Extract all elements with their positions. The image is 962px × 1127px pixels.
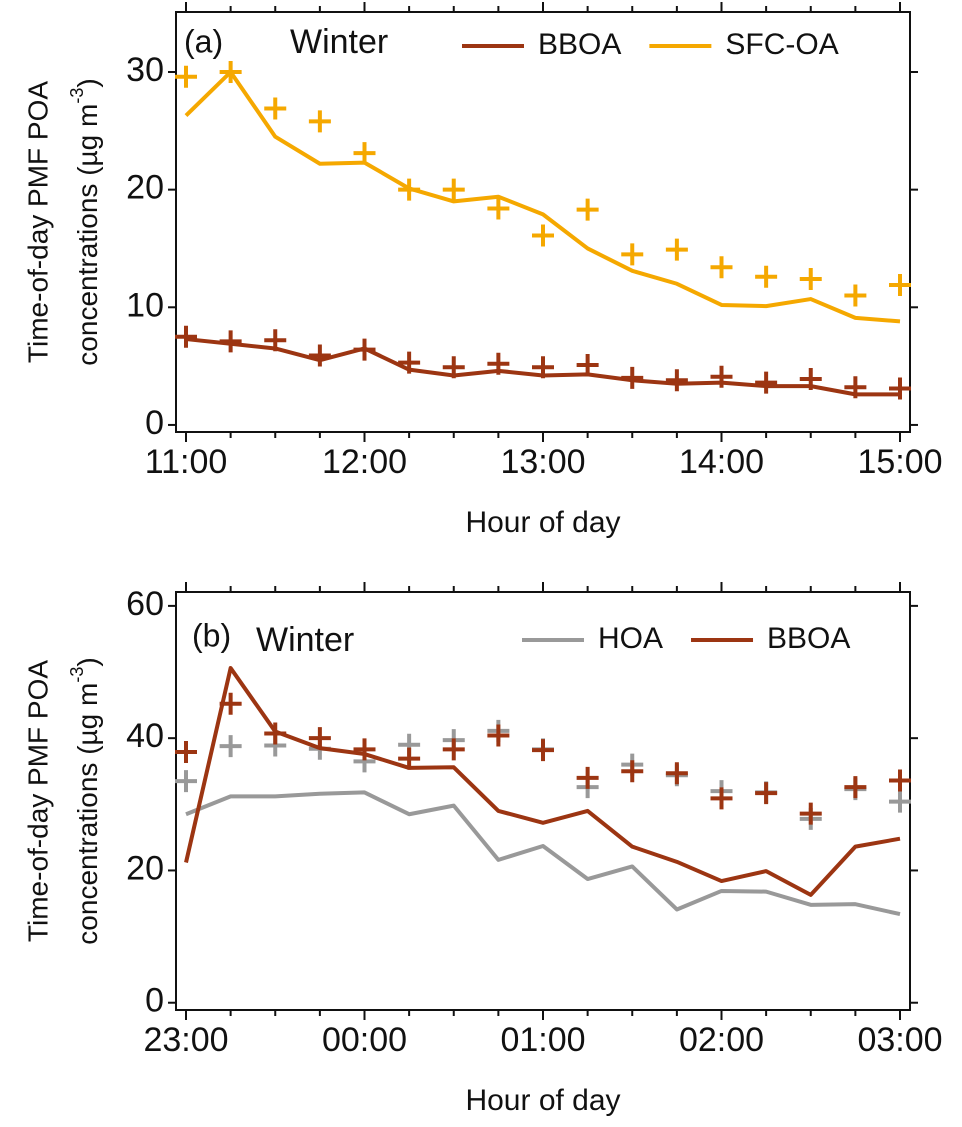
cross-marker xyxy=(710,365,733,388)
cross-marker xyxy=(844,776,867,799)
cross-marker xyxy=(621,243,644,266)
cross-marker xyxy=(442,738,465,761)
cross-marker xyxy=(353,142,376,165)
x-tick-label: 12:00 xyxy=(322,443,407,481)
series-line xyxy=(185,790,901,917)
x-tick-label: 03:00 xyxy=(857,1021,942,1059)
cross-marker xyxy=(308,344,331,367)
cross-marker xyxy=(308,727,331,750)
cross-marker xyxy=(799,802,822,825)
cross-marker xyxy=(755,371,778,394)
x-tick-label: 13:00 xyxy=(500,443,585,481)
y-axis-label: Time-of-day PMF POA xyxy=(22,660,53,942)
cross-marker xyxy=(755,782,778,805)
y-tick-label: 0 xyxy=(145,404,164,442)
x-tick-label: 02:00 xyxy=(679,1021,764,1059)
cross-marker xyxy=(175,741,197,764)
cross-marker xyxy=(175,65,197,88)
cross-marker xyxy=(219,330,242,353)
cross-marker xyxy=(889,377,911,400)
legend-label: BBOA xyxy=(767,622,850,655)
y-axis-label-end: ) xyxy=(72,78,103,87)
cross-marker xyxy=(219,735,242,758)
annotation: (b) xyxy=(192,617,231,653)
y-axis-label: concentrations (µg m-3) xyxy=(67,78,104,365)
cross-marker xyxy=(532,224,554,247)
cross-marker xyxy=(710,787,733,810)
cross-marker xyxy=(665,238,688,261)
cross-marker xyxy=(576,198,599,221)
x-axis-label: Hour of day xyxy=(465,506,620,539)
x-tick-label: 14:00 xyxy=(679,443,764,481)
cross-marker xyxy=(219,61,242,83)
y-axis-label-sup: -3 xyxy=(67,88,87,104)
cross-marker xyxy=(175,770,197,793)
cross-marker xyxy=(487,197,510,220)
cross-marker xyxy=(398,178,421,201)
cross-marker xyxy=(219,692,242,715)
x-tick-label: 01:00 xyxy=(500,1021,585,1059)
y-tick-label: 40 xyxy=(126,717,164,755)
cross-marker xyxy=(264,329,287,352)
cross-marker xyxy=(487,724,510,747)
cross-marker xyxy=(576,766,599,789)
cross-marker xyxy=(398,351,421,374)
cross-marker xyxy=(889,790,911,813)
annotation: (a) xyxy=(184,23,223,59)
cross-marker xyxy=(889,769,911,792)
x-tick-label: 00:00 xyxy=(322,1021,407,1059)
cross-marker xyxy=(353,738,376,761)
cross-marker xyxy=(665,369,688,392)
cross-marker xyxy=(308,110,331,133)
y-tick-label: 20 xyxy=(126,169,164,207)
cross-marker xyxy=(264,722,287,745)
cross-marker xyxy=(532,356,554,379)
cross-marker xyxy=(621,760,644,783)
cross-marker xyxy=(889,273,911,296)
y-tick-label: 0 xyxy=(145,982,164,1020)
annotation: Winter xyxy=(290,23,388,61)
x-axis-label: Hour of day xyxy=(465,1084,620,1117)
y-tick-label: 10 xyxy=(126,286,164,324)
x-tick-label: 11:00 xyxy=(145,443,228,481)
y-tick-label: 20 xyxy=(126,849,164,887)
cross-marker xyxy=(799,268,822,291)
y-tick-label: 30 xyxy=(126,51,164,89)
cross-marker xyxy=(532,739,554,762)
series-line xyxy=(184,70,901,324)
annotation: Winter xyxy=(256,621,354,659)
cross-marker xyxy=(844,376,867,399)
cross-marker xyxy=(665,762,688,785)
cross-marker xyxy=(442,356,465,379)
legend-label: HOA xyxy=(598,622,663,655)
legend-label: BBOA xyxy=(538,28,621,61)
cross-marker xyxy=(799,368,822,391)
legend-label: SFC-OA xyxy=(725,28,838,61)
cross-marker xyxy=(710,256,733,279)
y-axis-label-text: concentrations (µg m xyxy=(72,683,103,945)
cross-marker xyxy=(175,325,197,348)
y-axis-label-end: ) xyxy=(72,657,103,666)
cross-marker xyxy=(844,284,867,307)
cross-marker xyxy=(264,97,287,120)
cross-marker xyxy=(398,747,421,770)
cross-marker xyxy=(442,178,465,201)
y-tick-label: 60 xyxy=(126,585,164,623)
y-axis-label: concentrations (µg m-3) xyxy=(67,657,104,944)
cross-marker xyxy=(755,265,778,288)
cross-marker xyxy=(487,352,510,375)
x-tick-label: 23:00 xyxy=(143,1021,228,1059)
y-axis-label: Time-of-day PMF POA xyxy=(22,81,53,363)
cross-marker xyxy=(353,338,376,361)
y-axis-label-sup: -3 xyxy=(67,667,87,683)
cross-marker xyxy=(621,366,644,389)
y-axis-label-text: concentrations (µg m xyxy=(72,104,103,366)
x-tick-label: 15:00 xyxy=(857,443,942,481)
cross-marker xyxy=(576,353,599,376)
series-line xyxy=(184,666,901,897)
